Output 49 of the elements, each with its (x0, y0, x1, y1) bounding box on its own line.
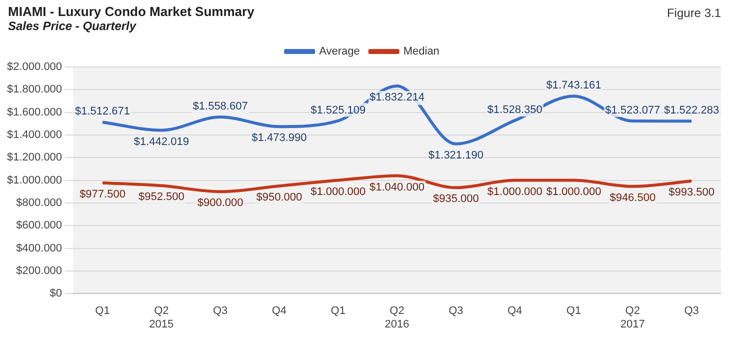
data-label: $1.000.000 (487, 186, 542, 198)
x-tick-label: Q1 (566, 305, 582, 318)
x-tick-label: Q3 (212, 305, 228, 318)
data-label: $1.522.283 (664, 104, 720, 117)
y-tick-label: $600.000 (16, 220, 62, 232)
chart-subtitle: Sales Price - Quarterly (8, 19, 138, 33)
x-tick-label: Q2 2015 (149, 305, 174, 330)
chart-title: MIAMI - Luxury Condo Market Summary (8, 4, 254, 19)
data-label: $1.000.000 (310, 186, 366, 198)
data-label: $1.528.350 (487, 104, 542, 116)
data-label: $1.473.990 (252, 132, 307, 144)
data-label: $1.000.000 (546, 186, 602, 198)
data-label: $935.000 (432, 193, 479, 206)
y-tick-label: $1.000.000 (6, 174, 62, 186)
x-tick-label: Q4 (272, 305, 287, 318)
x-tick-label: Q3 (684, 305, 699, 318)
caption: Figure 3.1 (666, 6, 721, 20)
data-label: $1.523.077 (605, 104, 660, 117)
y-tick-label: $1.600.000 (6, 106, 62, 118)
legend-label: Median (403, 46, 440, 58)
data-label: $950.000 (256, 191, 302, 204)
data-label: $946.500 (610, 192, 656, 204)
data-label: $1.558.607 (192, 100, 248, 113)
x-tick-label: Q2 2017 (620, 305, 645, 330)
y-tick-label: $0 (50, 288, 62, 300)
y-tick-label: $2.000.000 (6, 61, 62, 74)
x-tick-label: Q4 (507, 305, 522, 318)
x-tick-label: Q2 2016 (384, 305, 410, 330)
data-label: $977.500 (80, 188, 126, 200)
data-label: $1.512.671 (74, 106, 130, 118)
x-tick-label: Q1 (95, 305, 110, 318)
y-tick-label: $400.000 (16, 242, 62, 254)
data-label: $1.743.161 (546, 80, 602, 92)
y-tick-label: $1.400.000 (6, 129, 62, 142)
x-tick-label: Q3 (448, 305, 464, 318)
data-label: $1.442.019 (134, 136, 189, 148)
data-label: $1.040.000 (369, 181, 425, 194)
data-label: $952.500 (138, 191, 184, 204)
x-tick-label: Q1 (330, 305, 346, 318)
y-tick-label: $800.000 (16, 196, 62, 209)
y-tick-label: $200.000 (16, 264, 62, 277)
data-label: $1.321.190 (428, 149, 484, 162)
y-tick-label: $1.200.000 (6, 152, 62, 164)
data-label: $1.832.214 (369, 92, 425, 104)
data-label: $1.525.109 (310, 104, 366, 116)
legend-label: Average (319, 46, 360, 58)
y-tick-label: $1.800.000 (6, 84, 62, 96)
data-label: $900.000 (197, 197, 244, 210)
data-label: $993.500 (668, 186, 714, 199)
